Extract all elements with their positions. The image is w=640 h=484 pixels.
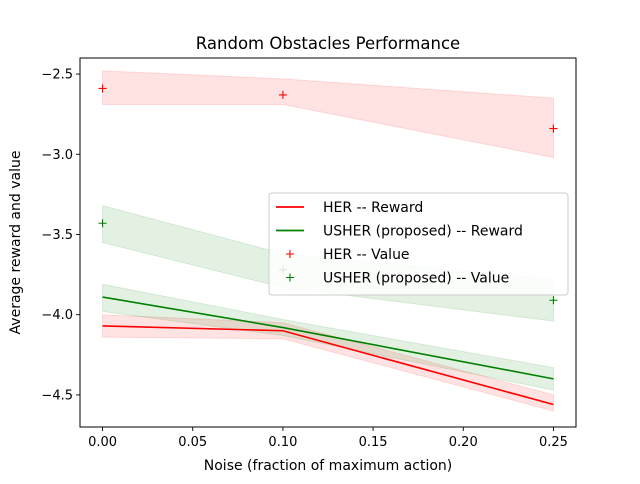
y-tick-label: −4.0	[41, 308, 73, 323]
marker-her-value-0	[98, 84, 107, 93]
legend-marker-usher-proposed-value	[286, 273, 294, 282]
x-axis-ticks: 0.00 0.05 0.10 0.15 0.20 0.25	[88, 427, 568, 450]
band-usher-proposed-reward	[102, 283, 554, 391]
legend-label-usher-proposed-value: USHER (proposed) -- Value	[323, 271, 509, 287]
legend-label-her-value: HER -- Value	[323, 247, 410, 263]
y-tick-label: −2.5	[41, 68, 73, 83]
legend-box	[268, 192, 569, 296]
marker-her-value-2	[549, 124, 558, 133]
y-tick-label: −3.0	[41, 148, 73, 163]
band-her-reward	[102, 314, 554, 412]
x-tick-label: 0.25	[539, 435, 568, 450]
series-lines	[102, 296, 554, 406]
marker-her-value-1	[278, 90, 287, 99]
marker-usher-proposed-value-0	[98, 219, 107, 228]
x-tick-label: 0.20	[449, 435, 478, 450]
marker-usher-proposed-value-2	[549, 296, 558, 305]
plot-area-frame	[79, 57, 577, 428]
line-usher-proposed-reward	[102, 296, 554, 380]
y-tick-label: −4.5	[41, 388, 73, 403]
x-tick-label: 0.10	[268, 435, 297, 450]
legend-marker-her-value	[286, 250, 294, 258]
x-axis-label: Noise (fraction of maximum action)	[204, 458, 452, 474]
y-tick-label: −3.5	[41, 228, 73, 243]
series-markers	[98, 84, 558, 305]
x-tick-label: 0.00	[88, 435, 117, 450]
legend-label-usher-proposed-reward: USHER (proposed) -- Reward	[323, 224, 523, 240]
legend: HER -- Reward USHER (proposed) -- Reward H…	[268, 192, 569, 296]
x-tick-label: 0.15	[359, 435, 388, 450]
x-tick-label: 0.05	[178, 435, 207, 450]
chart-title: Random Obstacles Performance	[196, 34, 460, 53]
legend-label-her-reward: HER -- Reward	[323, 200, 423, 216]
y-axis-ticks: −4.5 −4.0 −3.5 −3.0 −2.5	[41, 68, 80, 403]
y-axis-label: Average reward and value	[8, 151, 24, 335]
line-her-reward	[102, 325, 554, 406]
band-her-value	[102, 70, 554, 159]
